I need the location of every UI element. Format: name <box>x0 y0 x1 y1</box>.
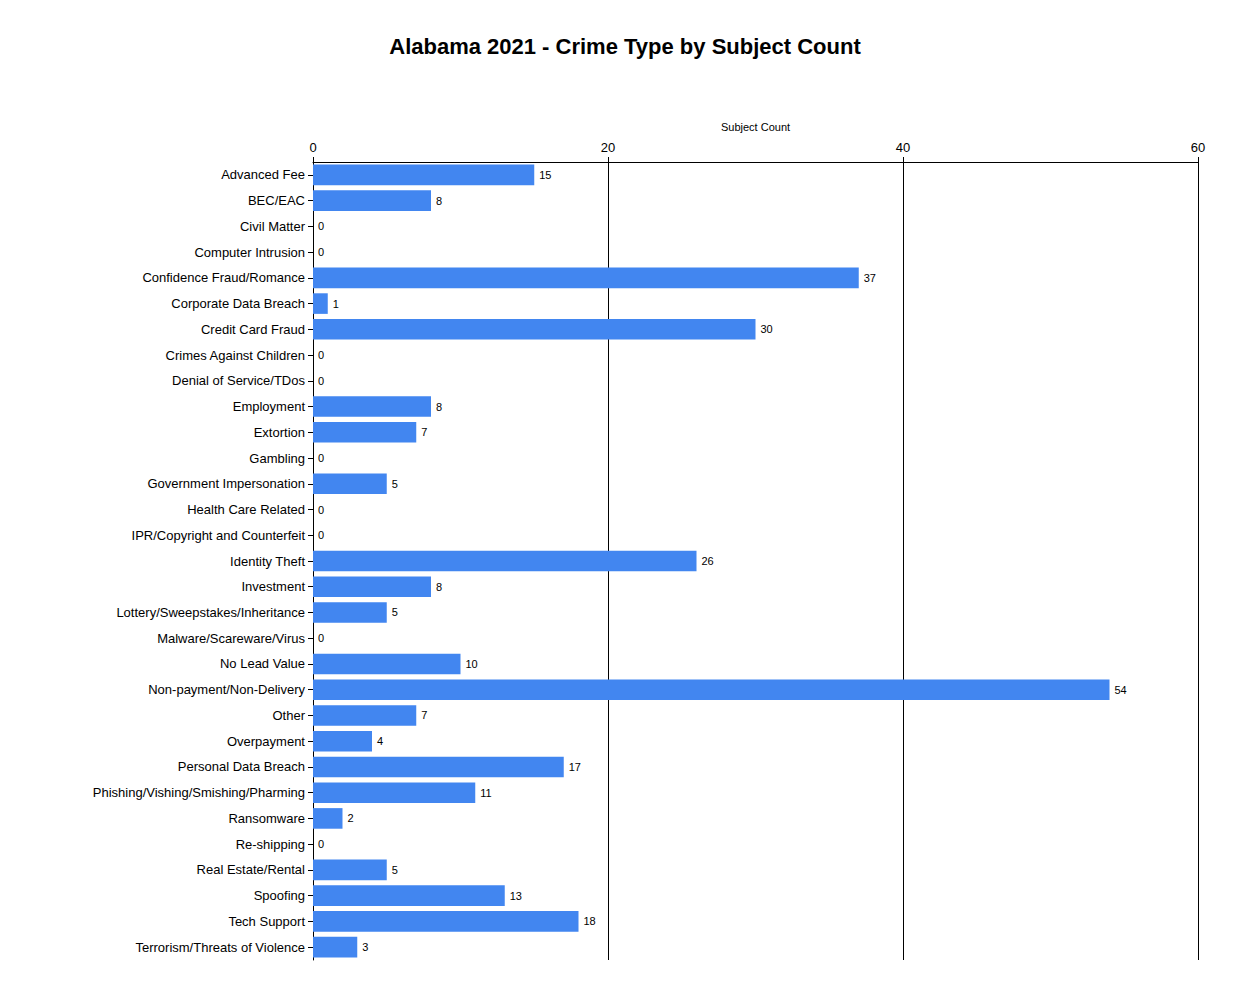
svg-text:5: 5 <box>392 864 398 876</box>
svg-text:20: 20 <box>601 140 615 155</box>
svg-text:Extortion: Extortion <box>254 425 305 440</box>
svg-text:37: 37 <box>864 272 876 284</box>
svg-text:Corporate Data Breach: Corporate Data Breach <box>171 296 305 311</box>
svg-text:0: 0 <box>318 632 324 644</box>
svg-text:Other: Other <box>272 708 305 723</box>
svg-text:10: 10 <box>466 658 478 670</box>
svg-text:8: 8 <box>436 195 442 207</box>
svg-text:8: 8 <box>436 581 442 593</box>
svg-text:Tech Support: Tech Support <box>228 914 305 929</box>
svg-text:Personal Data Breach: Personal Data Breach <box>178 759 305 774</box>
svg-text:4: 4 <box>377 735 383 747</box>
svg-text:No Lead Value: No Lead Value <box>220 656 305 671</box>
svg-text:Alabama 2021 - Crime Type by S: Alabama 2021 - Crime Type by Subject Cou… <box>389 34 861 59</box>
svg-text:60: 60 <box>1191 140 1205 155</box>
svg-text:18: 18 <box>584 915 596 927</box>
svg-text:Ransomware: Ransomware <box>228 811 305 826</box>
svg-text:Identity Theft: Identity Theft <box>230 554 305 569</box>
svg-text:40: 40 <box>896 140 910 155</box>
svg-text:BEC/EAC: BEC/EAC <box>248 193 305 208</box>
svg-text:7: 7 <box>421 709 427 721</box>
svg-text:11: 11 <box>480 787 491 799</box>
svg-text:Credit Card Fraud: Credit Card Fraud <box>201 322 305 337</box>
svg-text:Employment: Employment <box>233 399 306 414</box>
svg-text:Lottery/Sweepstakes/Inheritanc: Lottery/Sweepstakes/Inheritance <box>116 605 305 620</box>
svg-text:Phishing/Vishing/Smishing/Phar: Phishing/Vishing/Smishing/Pharming <box>93 785 305 800</box>
svg-text:0: 0 <box>318 375 324 387</box>
svg-text:0: 0 <box>318 220 324 232</box>
svg-text:Investment: Investment <box>241 579 305 594</box>
svg-text:Health Care Related: Health Care Related <box>187 502 305 517</box>
svg-text:Gambling: Gambling <box>249 451 305 466</box>
svg-text:Confidence Fraud/Romance: Confidence Fraud/Romance <box>142 270 305 285</box>
svg-text:13: 13 <box>510 890 522 902</box>
svg-text:Overpayment: Overpayment <box>227 734 305 749</box>
svg-text:Government Impersonation: Government Impersonation <box>147 476 305 491</box>
svg-text:3: 3 <box>362 941 368 953</box>
svg-text:Civil Matter: Civil Matter <box>240 219 306 234</box>
svg-text:Re-shipping: Re-shipping <box>236 837 305 852</box>
svg-text:0: 0 <box>318 838 324 850</box>
svg-text:Malware/Scareware/Virus: Malware/Scareware/Virus <box>157 631 305 646</box>
svg-text:IPR/Copyright and Counterfeit: IPR/Copyright and Counterfeit <box>132 528 306 543</box>
svg-text:Real Estate/Rental: Real Estate/Rental <box>197 862 306 877</box>
svg-text:5: 5 <box>392 606 398 618</box>
svg-text:15: 15 <box>539 169 551 181</box>
svg-text:Spoofing: Spoofing <box>254 888 305 903</box>
svg-text:Crimes Against Children: Crimes Against Children <box>166 348 305 363</box>
svg-text:Terrorism/Threats of Violence: Terrorism/Threats of Violence <box>135 940 305 955</box>
svg-text:0: 0 <box>309 140 316 155</box>
svg-text:5: 5 <box>392 478 398 490</box>
svg-text:Subject Count: Subject Count <box>721 121 790 133</box>
svg-text:7: 7 <box>421 426 427 438</box>
svg-text:1: 1 <box>333 298 339 310</box>
svg-text:30: 30 <box>761 323 773 335</box>
svg-text:Denial of Service/TDos: Denial of Service/TDos <box>172 373 305 388</box>
svg-text:Advanced Fee: Advanced Fee <box>221 167 305 182</box>
svg-text:17: 17 <box>569 761 581 773</box>
svg-text:54: 54 <box>1115 684 1127 696</box>
svg-text:8: 8 <box>436 401 442 413</box>
svg-text:0: 0 <box>318 349 324 361</box>
svg-text:Non-payment/Non-Delivery: Non-payment/Non-Delivery <box>148 682 305 697</box>
svg-text:0: 0 <box>318 452 324 464</box>
svg-text:0: 0 <box>318 504 324 516</box>
svg-text:0: 0 <box>318 246 324 258</box>
svg-text:0: 0 <box>318 529 324 541</box>
svg-text:Computer Intrusion: Computer Intrusion <box>194 245 305 260</box>
svg-text:2: 2 <box>348 812 354 824</box>
svg-text:26: 26 <box>702 555 714 567</box>
